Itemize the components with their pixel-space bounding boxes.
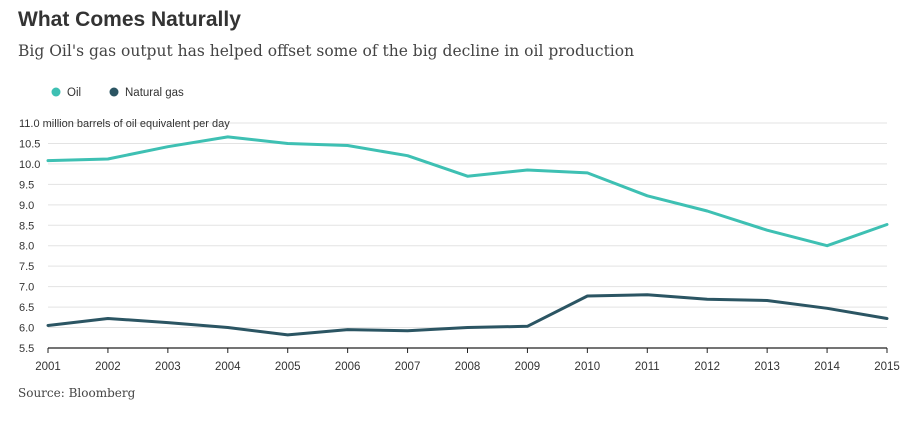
gridlines — [48, 122, 887, 329]
y-tick-label: 10.0 — [19, 159, 40, 171]
y-axis-tick-labels: 5.5 6.0 6.5 7.0 7.5 8.0 8.5 9.0 9.5 10.0 10.5 11.0 … — [19, 118, 230, 355]
x-tick-label: 2003 — [155, 361, 181, 373]
y-tick-label: 7.0 — [19, 282, 34, 294]
oil-legend-marker — [51, 87, 61, 97]
x-tick-label: 2008 — [455, 361, 481, 373]
chart-subtitle: Big Oil's gas output has helped offset s… — [18, 42, 635, 60]
y-tick-label: 10.5 — [19, 138, 40, 150]
y-tick-label: 5.5 — [19, 343, 34, 355]
y-axis-title-tick-label: 11.0 million barrels of oil equivalent p… — [19, 118, 230, 130]
y-tick-label: 9.0 — [19, 200, 34, 212]
y-tick-label: 9.5 — [19, 179, 34, 191]
natural-gas-legend-marker — [109, 87, 119, 97]
x-tick-label: 2014 — [814, 361, 840, 373]
legend: Oil Natural gas — [51, 87, 184, 99]
x-tick-label: 2015 — [874, 361, 900, 373]
source-note: Source: Bloomberg — [18, 386, 136, 400]
x-tick-label: 2004 — [215, 361, 241, 373]
y-tick-label: 8.0 — [19, 241, 34, 253]
y-tick-label: 6.0 — [19, 323, 34, 335]
natural-gas-series-line — [46, 293, 889, 337]
oil-legend-label: Oil — [67, 87, 81, 99]
x-tick-label: 2005 — [275, 361, 301, 373]
x-tick-label: 2002 — [95, 361, 121, 373]
x-tick-label: 2006 — [335, 361, 361, 373]
series-lines — [46, 135, 889, 337]
x-tick-label: 2001 — [35, 361, 61, 373]
x-tick-label: 2010 — [575, 361, 601, 373]
x-tick-label: 2013 — [754, 361, 780, 373]
y-tick-label: 7.5 — [19, 261, 34, 273]
x-tick-label: 2012 — [694, 361, 720, 373]
oil-series-line — [46, 135, 889, 248]
x-tick-label: 2007 — [395, 361, 421, 373]
y-tick-label: 6.5 — [19, 302, 34, 314]
y-tick-label: 8.5 — [19, 220, 34, 232]
x-axis: 2001 2002 2003 2004 2005 2006 2007 2008 2009 2010… — [35, 347, 900, 373]
chart-title: What Comes Naturally — [18, 8, 241, 31]
natural-gas-legend-label: Natural gas — [125, 87, 184, 99]
x-tick-label: 2009 — [515, 361, 541, 373]
x-tick-label: 2011 — [635, 361, 660, 373]
